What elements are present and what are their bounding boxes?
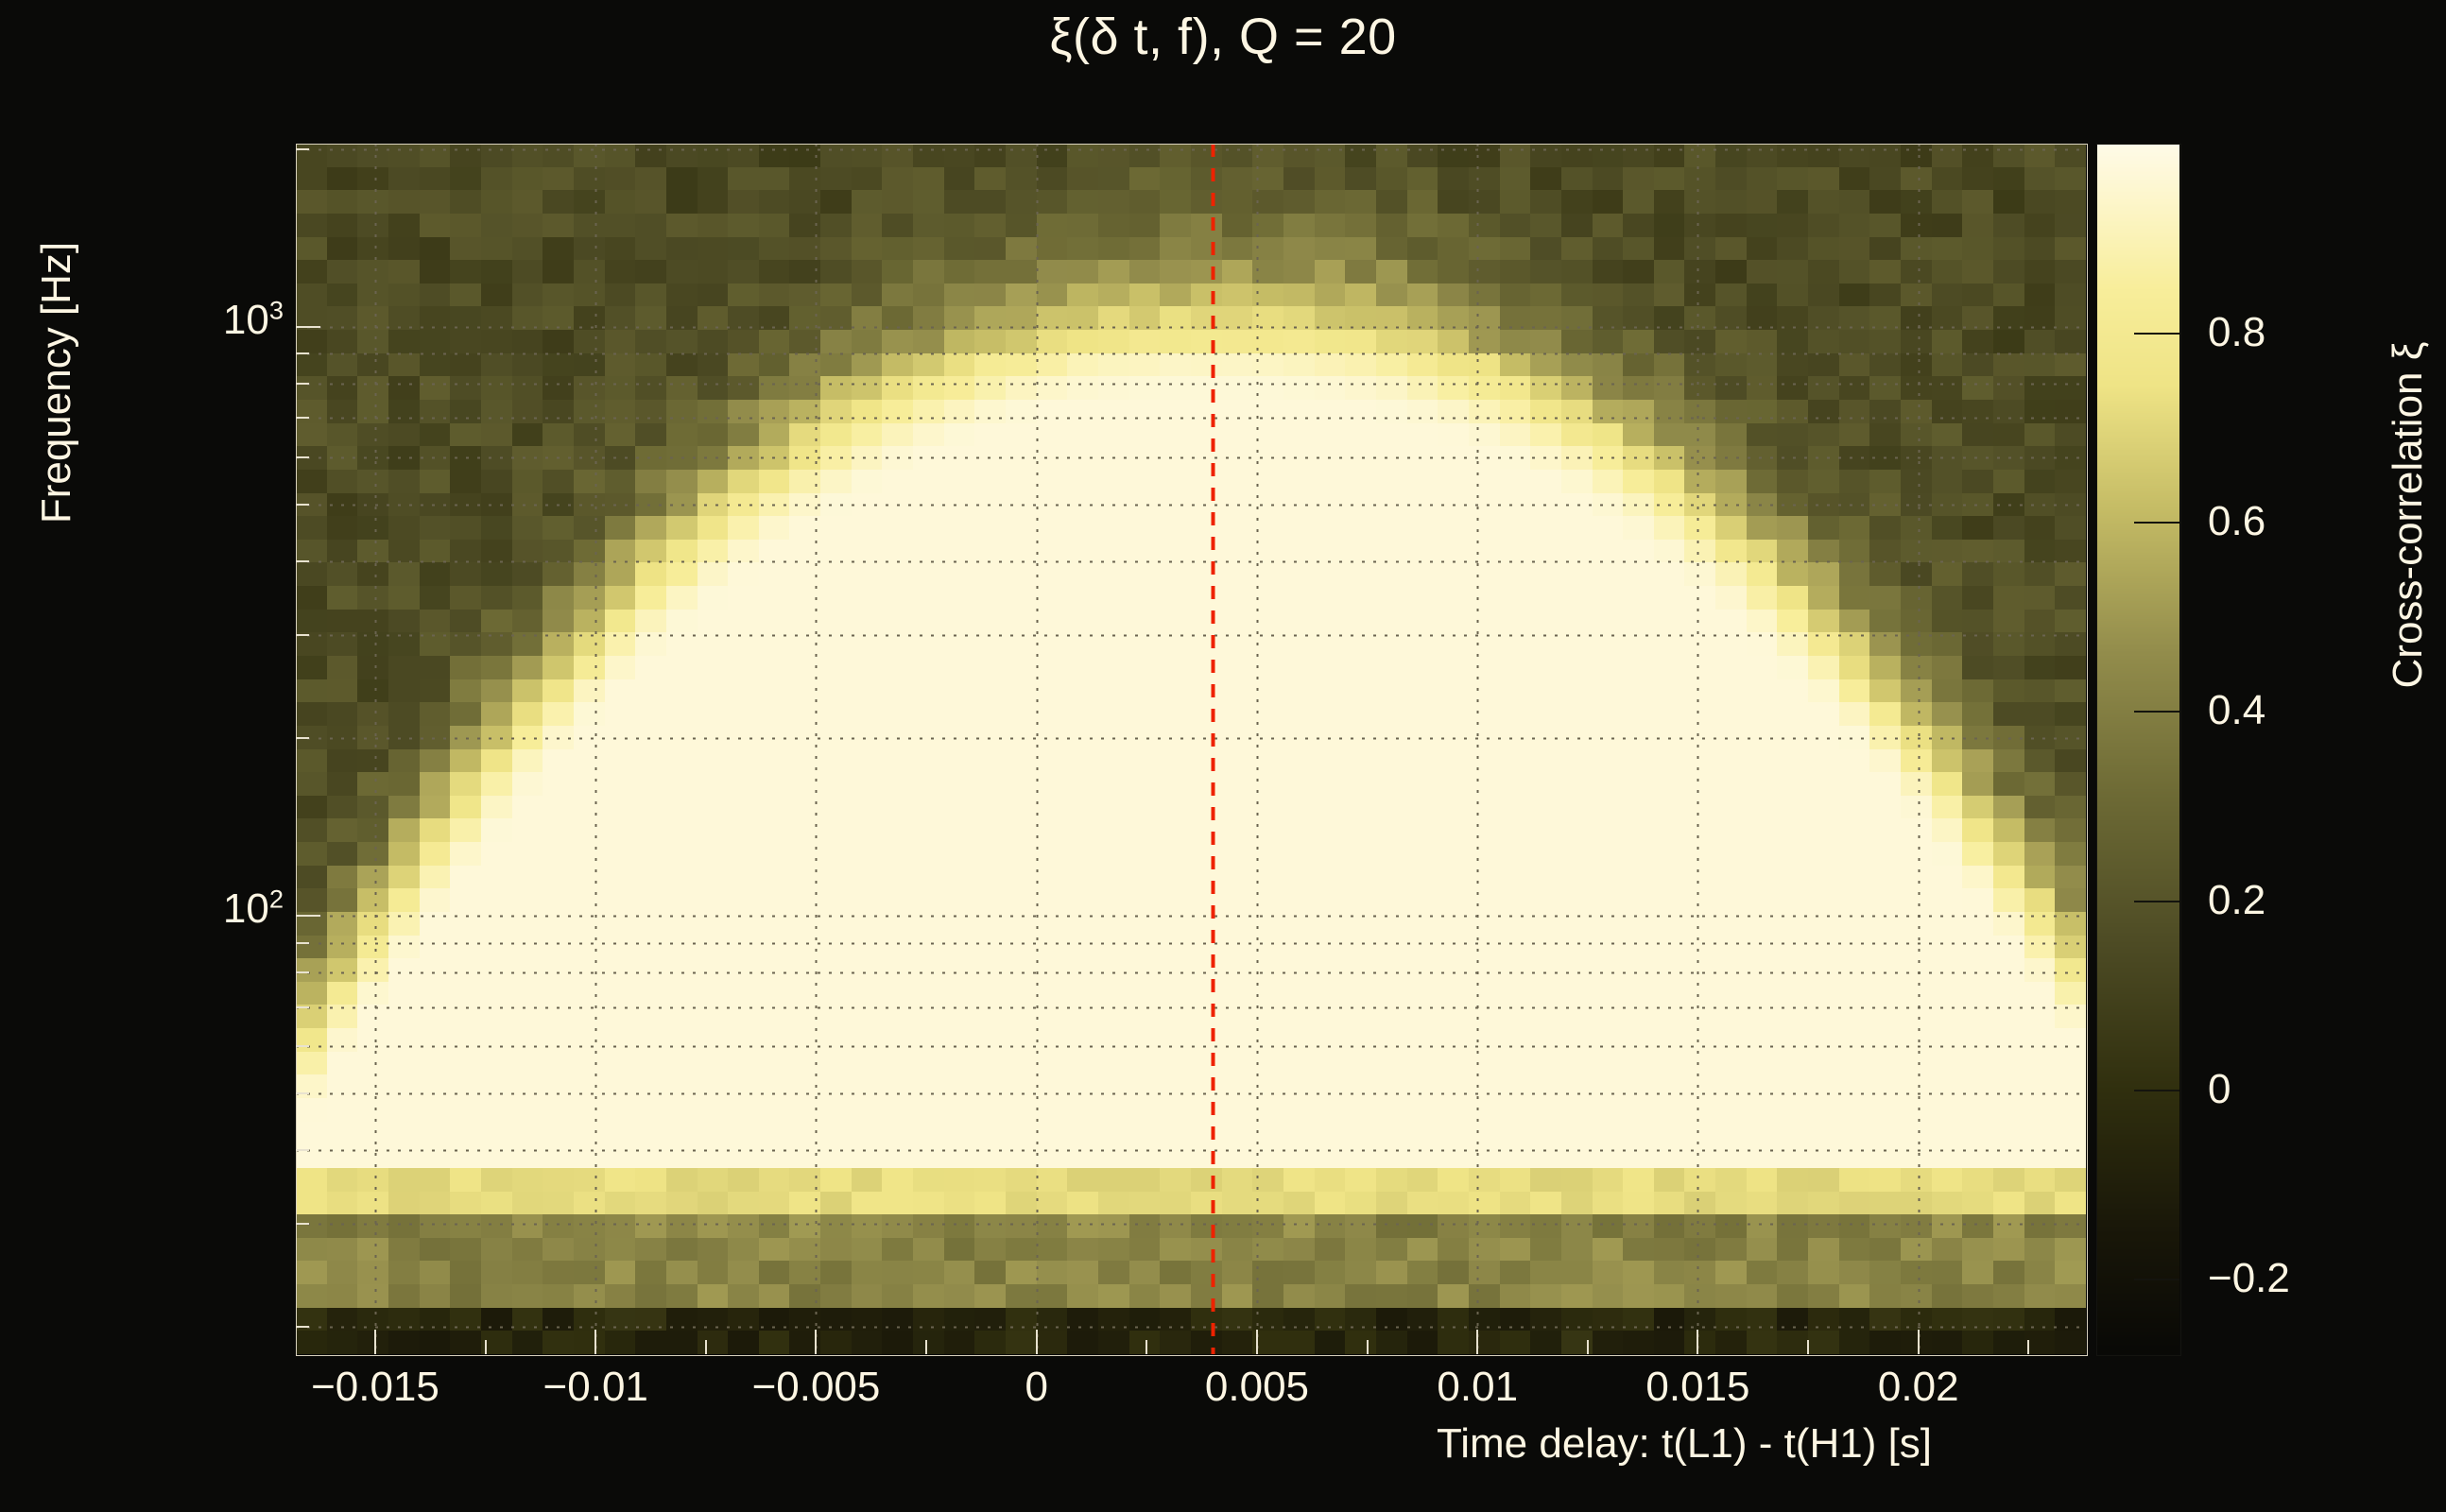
x-tick-label: −0.005 [751,1364,881,1410]
x-tick-label: −0.01 [543,1364,648,1410]
x-tick-label: 0.005 [1204,1364,1310,1410]
x-axis-title: Time delay: t(L1) - t(H1) [s] [1437,1420,1933,1467]
x-tick-label: 0 [1025,1364,1048,1410]
colorbar-title: Cross-correlation ξ [2385,341,2431,689]
y-axis-title: Frequency [Hz] [33,241,79,524]
colorbar-tick-label: 0.8 [2208,309,2266,356]
y-tick-exponent: 2 [268,884,284,914]
y-tick-label: 103 [223,297,284,344]
colorbar-gradient [2096,144,2179,1354]
x-tick-label: −0.015 [311,1364,439,1410]
x-tick-label: 0.015 [1645,1364,1750,1410]
colorbar-tick-label: 0.4 [2208,687,2266,734]
y-tick-exponent: 3 [268,295,284,325]
heatmap-image [296,144,2086,1354]
colorbar-tick-label: −0.2 [2208,1254,2290,1301]
y-tick-label: 102 [223,885,284,933]
y-tick-mantissa: 10 [222,296,269,343]
colorbar-tick-label: 0.6 [2208,498,2266,545]
colorbar-tick-label: 0 [2208,1065,2231,1112]
page-title: ξ(δ t, f), Q = 20 [1049,9,1397,65]
x-tick-label: 0.01 [1437,1364,1519,1410]
y-tick-mantissa: 10 [222,885,269,932]
x-tick-label: 0.02 [1877,1364,1959,1410]
colorbar-tick-label: 0.2 [2208,876,2266,923]
